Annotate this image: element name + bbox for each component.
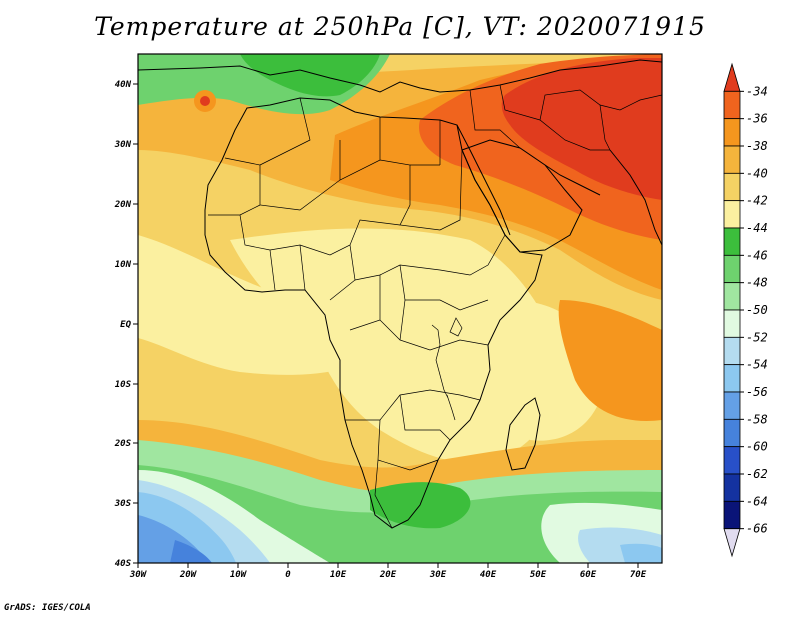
madagascar (505, 397, 541, 471)
lon-label: 60E (580, 570, 597, 580)
lon-label: 40E (480, 570, 497, 580)
colorbar-swatch (723, 336, 741, 366)
lakes (431, 317, 463, 421)
colorbar-swatch (723, 62, 741, 92)
lon-label: 10E (330, 570, 347, 580)
colorbar-label: -54 (746, 358, 768, 372)
colorbar-swatch (723, 145, 741, 174)
colorbar-label: -34 (746, 84, 768, 98)
coastlines (138, 59, 662, 529)
lon-label: 30W (129, 570, 148, 580)
europe-coast (138, 59, 662, 93)
borders-middle-east (469, 84, 662, 151)
colorbar-label: -46 (746, 248, 768, 262)
colorbar-label: -66 (746, 522, 768, 536)
colorbar-swatch (723, 200, 741, 229)
colorbar-swatch (723, 418, 741, 448)
temperature-field (138, 54, 662, 563)
colorbar-swatch (723, 364, 741, 393)
colorbar-label: -60 (746, 440, 768, 454)
lat-label: 30S (114, 499, 132, 509)
borders-north-africa (224, 97, 463, 231)
field-south-blue-west4 (170, 540, 212, 563)
colorbar-swatch (723, 391, 741, 420)
colorbar-swatch (723, 309, 741, 338)
field-pale-central-africa (230, 228, 562, 464)
colorbar-swatch (723, 227, 741, 256)
colorbar-label: -64 (746, 494, 768, 508)
borders-south-africa (345, 389, 481, 529)
plot-frame (137, 53, 663, 564)
field-minus38-indian (558, 300, 662, 421)
lat-label: 40N (115, 80, 132, 90)
lat-label: 20S (114, 439, 132, 449)
colorbar-label: -58 (746, 412, 768, 426)
borders-central-africa (349, 234, 506, 351)
lat-label: 20N (114, 200, 132, 210)
colorbar-label: -36 (746, 112, 768, 126)
persian-gulf (544, 164, 601, 196)
field-med-dark-green (240, 54, 380, 97)
colorbar-swatch (723, 118, 741, 147)
colorbar-swatch (723, 90, 741, 120)
lat-label: 30N (114, 140, 132, 150)
lon-label: 10W (230, 570, 248, 580)
colorbar-label: -48 (746, 276, 768, 290)
colorbar-label: -40 (746, 166, 768, 180)
longitude-labels: 30W 20W 10W 0 10E 20E 30E 40E 50E 60E 70… (129, 570, 647, 580)
colorbar-swatch (723, 172, 741, 202)
colorbar-swatch (723, 282, 741, 311)
colorbar-swatch (723, 254, 741, 284)
lat-label: 40S (115, 559, 132, 569)
lon-label: 50E (530, 570, 547, 580)
lat-label: EQ (120, 320, 131, 330)
colorbar-swatch (723, 473, 741, 502)
red-sea (456, 124, 511, 236)
colorbar-swatch (723, 500, 741, 530)
colorbar-label: -56 (746, 385, 768, 399)
lon-label: 30E (429, 570, 447, 580)
field-south-blue-east3 (620, 543, 662, 563)
colorbar-label: -38 (746, 139, 768, 153)
grads-credit: GrADS: IGES/COLA (4, 603, 91, 613)
colorbar-swatch (723, 446, 741, 475)
borders-west-africa (208, 204, 401, 301)
lon-label: 20W (179, 570, 198, 580)
latitude-labels: 40N 30N 20N 10N EQ 10S 20S 30S 40S (114, 80, 132, 569)
lon-label: 0 (285, 570, 291, 580)
lon-label: 70E (630, 570, 647, 580)
colorbar-label: -44 (746, 221, 768, 235)
borders (208, 84, 662, 529)
lon-label: 20E (379, 570, 397, 580)
lat-label: 10S (115, 380, 132, 390)
map-title: Temperature at 250hPa [C], VT: 202007191… (94, 12, 706, 41)
field-spot-core (200, 96, 210, 106)
colorbar-label: -42 (746, 194, 768, 208)
colorbar-label: -62 (746, 467, 768, 481)
axis-ticks (133, 83, 639, 568)
colorbar-legend: -34 -36 -38 -40 -42 -44 -46 -48 -50 -52 -54 -56 -58 -… (723, 62, 768, 558)
india-coast (609, 149, 662, 246)
colorbar-label: -52 (746, 330, 768, 344)
lat-label: 10N (115, 260, 132, 270)
colorbar-label: -50 (746, 303, 768, 317)
colorbar-swatch (723, 528, 741, 558)
